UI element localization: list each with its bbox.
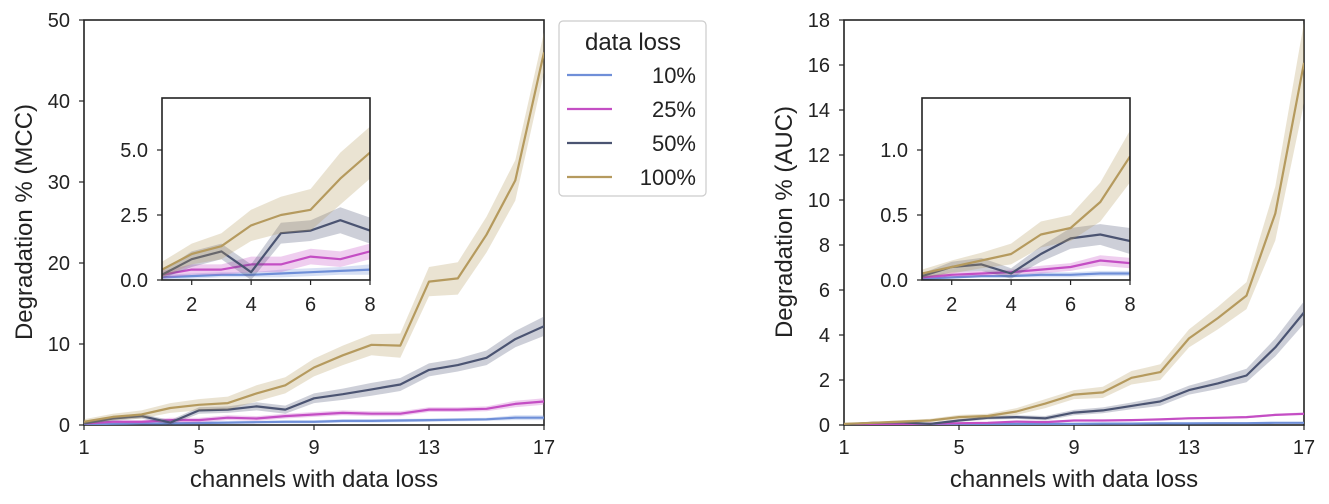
auc-inset-y-tick-label: 0.5 (880, 205, 908, 227)
auc-inset-y-ticks: 0.0 0.5 1.0 (880, 140, 922, 292)
auc-inset-x-tick-label: 8 (1124, 294, 1135, 316)
mcc-x-tick-label: 17 (533, 437, 555, 459)
legend-label-100pct: 100% (640, 165, 696, 190)
mcc-x-tick-label: 13 (418, 437, 440, 459)
mcc-x-ticks: 1 5 9 13 17 (78, 425, 555, 459)
auc-line-100pct (844, 62, 1304, 425)
auc-inset-band-100pct (922, 130, 1130, 278)
mcc-line-100pct (84, 52, 544, 423)
mcc-inset-plot-area (162, 126, 370, 280)
auc-y-tick-label: 2 (819, 370, 830, 392)
auc-inset-line-25pct (922, 259, 1130, 279)
mcc-inset-band-100pct (162, 126, 370, 278)
mcc-inset-x-tick-label: 4 (246, 294, 257, 316)
mcc-inset-y-tick-label: 5.0 (120, 140, 148, 162)
mcc-inset-y-tick-label: 0.0 (120, 270, 148, 292)
auc-y-tick-label: 14 (808, 100, 830, 122)
auc-y-tick-label: 16 (808, 55, 830, 77)
mcc-x-tick-label: 9 (308, 437, 319, 459)
mcc-line-10pct (84, 416, 544, 425)
mcc-inset-x-tick-label: 8 (364, 294, 375, 316)
mcc-y-tick-label: 10 (48, 334, 70, 356)
legend-box (558, 20, 707, 197)
mcc-band-50pct (84, 316, 544, 425)
mcc-y-ticks: 0 10 20 30 40 50 (48, 10, 84, 437)
mcc-band-25pct (84, 398, 544, 425)
auc-y-ticks: 0 2 4 6 8 10 12 14 16 18 (808, 10, 844, 437)
legend-title: data loss (585, 29, 681, 56)
auc-inset-y-tick-label: 1.0 (880, 140, 908, 162)
mcc-inset-band-50pct (162, 207, 370, 280)
auc-band-50pct (844, 301, 1304, 425)
mcc-inset-background (162, 98, 370, 280)
mcc-y-tick-label: 0 (59, 415, 70, 437)
auc-inset-x-tick-label: 6 (1065, 294, 1076, 316)
auc-x-tick-label: 13 (1178, 437, 1200, 459)
legend-label-50pct: 50% (652, 131, 696, 156)
mcc-plot-area (84, 32, 544, 425)
mcc-inset-x-tick-label: 2 (186, 294, 197, 316)
auc-x-tick-label: 1 (838, 437, 849, 459)
auc-y-tick-label: 0 (819, 415, 830, 437)
mcc-y-tick-label: 50 (48, 10, 70, 32)
mcc-inset-line-10pct (162, 268, 370, 279)
auc-x-axis-label: channels with data loss (950, 466, 1198, 493)
legend-entries: 10% 25% 50% 100% (567, 63, 696, 190)
mcc-y-tick-label: 40 (48, 91, 70, 113)
mcc-chart: 1 5 9 13 17 0 10 20 30 40 50 channels with data l… (11, 10, 555, 493)
auc-x-tick-label: 9 (1068, 437, 1079, 459)
auc-y-tick-label: 6 (819, 280, 830, 302)
mcc-x-axis-label: channels with data loss (190, 466, 438, 493)
auc-x-ticks: 1 5 9 13 17 (838, 425, 1315, 459)
mcc-inset-chart: 2 4 6 8 0.0 2.5 5.0 (120, 97, 376, 316)
auc-x-tick-label: 5 (953, 437, 964, 459)
mcc-inset-x-ticks: 2 4 6 8 (186, 280, 376, 316)
auc-chart: 1 5 9 13 17 0 2 4 6 8 10 12 14 16 18 channels with da… (771, 10, 1315, 493)
auc-inset-x-tick-label: 4 (1006, 294, 1017, 316)
legend: data loss 10% 25% 50% 100% (558, 20, 707, 197)
auc-line-50pct (844, 311, 1304, 425)
mcc-inset-line-100pct (162, 151, 370, 271)
auc-y-tick-label: 12 (808, 145, 830, 167)
auc-x-tick-label: 17 (1293, 437, 1315, 459)
mcc-inset-frame (161, 97, 371, 281)
mcc-inset-line-25pct (162, 250, 370, 276)
mcc-y-tick-label: 30 (48, 172, 70, 194)
auc-inset-line-10pct (922, 272, 1130, 280)
auc-inset-background (922, 98, 1130, 280)
legend-label-25pct: 25% (652, 97, 696, 122)
legend-label-10pct: 10% (652, 63, 696, 88)
auc-inset-line-100pct (922, 155, 1130, 275)
auc-y-tick-label: 18 (808, 10, 830, 32)
auc-inset-frame (921, 97, 1131, 281)
auc-y-axis-label: Degradation % (AUC) (771, 106, 798, 338)
mcc-inset-y-ticks: 0.0 2.5 5.0 (120, 140, 162, 292)
auc-y-tick-label: 8 (819, 235, 830, 257)
auc-inset-y-tick-label: 0.0 (880, 270, 908, 292)
mcc-y-tick-label: 20 (48, 253, 70, 275)
auc-y-tick-label: 10 (808, 190, 830, 212)
mcc-inset-x-tick-label: 6 (305, 294, 316, 316)
mcc-x-tick-label: 1 (78, 437, 89, 459)
auc-inset-x-tick-label: 2 (946, 294, 957, 316)
auc-y-tick-label: 4 (819, 325, 830, 347)
mcc-x-tick-label: 5 (193, 437, 204, 459)
auc-inset-plot-area (922, 130, 1130, 280)
mcc-y-axis-label: Degradation % (MCC) (11, 104, 38, 340)
auc-inset-chart: 2 4 6 8 0.0 0.5 1.0 (880, 97, 1136, 316)
auc-plot-area (844, 22, 1304, 425)
mcc-inset-line-50pct (162, 219, 370, 276)
mcc-line-50pct (84, 325, 544, 425)
mcc-inset-y-tick-label: 2.5 (120, 205, 148, 227)
auc-inset-x-ticks: 2 4 6 8 (946, 280, 1136, 316)
